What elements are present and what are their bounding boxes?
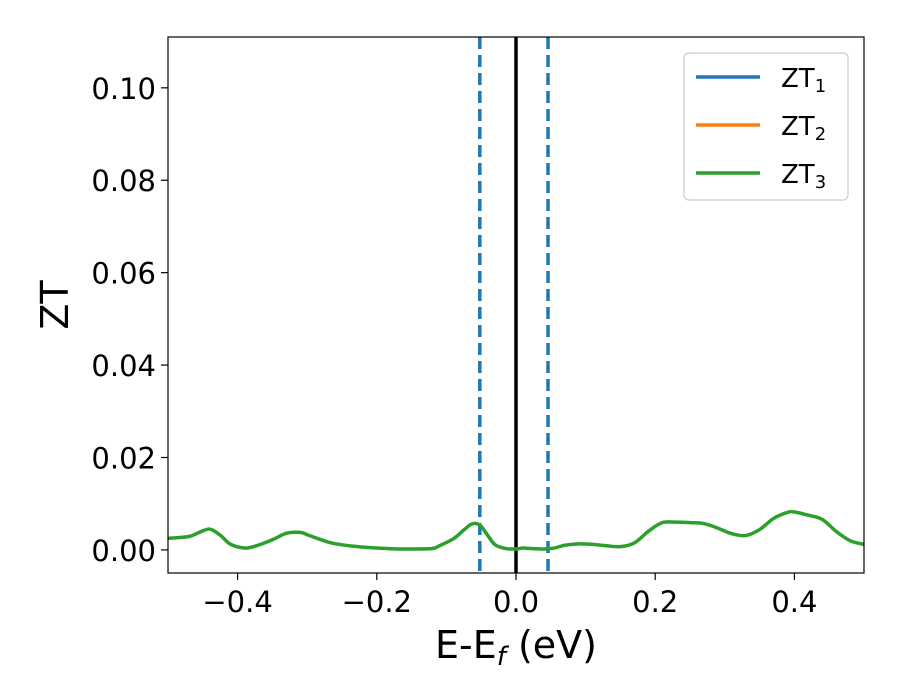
plot-area (168, 37, 864, 573)
y-tick-label: 0.04 (91, 349, 156, 383)
series-line-3 (168, 509, 864, 551)
legend-box (683, 52, 849, 201)
y-tick-label: 0.10 (91, 72, 156, 106)
x-tick-label: 0.0 (493, 585, 539, 619)
y-tick-label: 0.02 (91, 441, 156, 475)
legend-label-1: ZT1 (781, 64, 826, 97)
y-tick-label: 0.06 (91, 257, 156, 291)
x-axis-label: E-Ef (eV) (435, 623, 597, 672)
y-tick-label: 0.08 (91, 164, 156, 198)
legend-label-2: ZT2 (781, 112, 826, 145)
y-axis-label: ZT (33, 280, 77, 330)
x-tick-label: 0.4 (771, 585, 817, 619)
legend-label-3: ZT3 (781, 160, 826, 193)
x-tick-label: −0.2 (342, 585, 412, 619)
y-tick-label: 0.00 (91, 534, 156, 568)
legend: ZT1 ZT2 ZT3 (683, 52, 849, 201)
x-tick-label: 0.2 (632, 585, 678, 619)
x-tick-label: −0.4 (202, 585, 272, 619)
plot-content (168, 37, 864, 573)
axes: −0.4 −0.2 0.0 0.2 0.4 0.00 0.02 0.04 0.06 0.08 0.1… (33, 36, 865, 672)
